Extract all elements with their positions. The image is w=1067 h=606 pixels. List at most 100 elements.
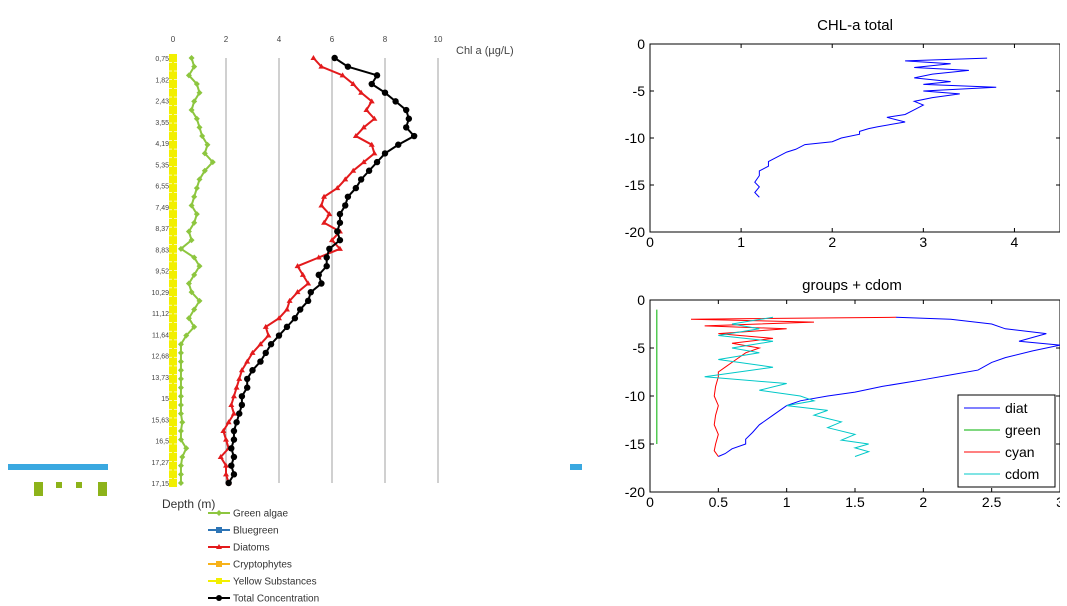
data-point	[360, 159, 367, 165]
data-point	[228, 401, 235, 407]
data-point	[283, 306, 290, 312]
data-point	[368, 141, 375, 147]
data-point	[188, 289, 195, 296]
data-point	[283, 323, 291, 331]
depth-tick-label: 7,49	[155, 205, 169, 212]
data-point	[244, 358, 251, 364]
depth-tick-label: 4,19	[155, 141, 169, 148]
data-point	[238, 401, 246, 409]
data-point	[169, 426, 177, 435]
legend-marker	[216, 561, 222, 567]
depth-tick-label: 2,43	[155, 99, 169, 106]
data-point	[169, 71, 177, 80]
chl-a-total-chart: CHL-a total 0 1 2 3 4 0 -5 -10 -15 -20	[625, 17, 1060, 250]
data-point	[220, 427, 227, 433]
depth-tick-label: 6,55	[155, 184, 169, 191]
legend-item-green-algae: Green algae	[208, 509, 288, 520]
legend-marker	[216, 595, 222, 601]
data-point	[223, 436, 229, 442]
data-point	[403, 124, 410, 131]
data-point	[244, 384, 251, 391]
data-point	[183, 332, 190, 339]
data-point	[230, 436, 238, 443]
depth-tick-label: 11,12	[152, 311, 169, 318]
data-point	[249, 367, 256, 374]
data-point	[326, 211, 333, 217]
data-point	[267, 341, 275, 348]
data-point	[368, 80, 375, 88]
depth-tick-label: 12,68	[151, 354, 169, 361]
data-point	[191, 254, 198, 261]
legend-label-cdom: cdom	[1005, 466, 1039, 482]
depth-tick-label: 15,63	[151, 417, 169, 424]
data-point	[169, 270, 177, 279]
data-point	[169, 479, 177, 487]
y-tick-label: 0	[637, 292, 645, 308]
data-point	[201, 167, 208, 174]
vertical-grid	[225, 58, 439, 483]
depth-labels: 0,75 1,82 2,43 3,55 4,19 5,35 6,55 7,49 8,37 8,83…	[151, 56, 169, 488]
x-tick-label: 2	[828, 234, 836, 250]
legend-label: Green algae	[233, 509, 288, 520]
x-tick-label: 0.5	[709, 494, 729, 510]
data-point	[169, 435, 177, 444]
data-point	[169, 158, 177, 167]
data-point	[191, 271, 198, 278]
y-tick-label: -20	[625, 484, 645, 500]
y-tick-label: -5	[633, 83, 646, 99]
data-point	[294, 289, 301, 295]
legend-label: Diatoms	[233, 543, 270, 554]
series-line-diat	[718, 316, 1060, 457]
data-point	[307, 288, 314, 296]
data-point	[193, 115, 200, 122]
data-point	[169, 184, 177, 193]
data-point	[169, 210, 177, 219]
data-point	[191, 63, 198, 70]
data-point	[193, 211, 200, 218]
data-point	[185, 315, 192, 322]
data-point	[336, 245, 343, 251]
data-point	[185, 228, 192, 235]
chl-a-depth-profile-chart: 0 2 4 6 8 10 Chl a (µg/L) 0,75 1,82 2,43 3,55 4,1…	[151, 35, 513, 605]
data-point	[350, 81, 357, 87]
data-point	[169, 88, 177, 97]
data-point	[169, 227, 177, 236]
y-tick-label: 0	[637, 36, 645, 52]
x-tick-label: 10	[434, 35, 443, 44]
data-point	[169, 218, 177, 227]
data-point	[169, 400, 177, 409]
data-point	[169, 201, 177, 210]
data-point	[196, 176, 203, 183]
data-point	[177, 341, 184, 348]
x-tick-label: 6	[330, 35, 335, 44]
data-point	[169, 296, 177, 305]
data-point	[230, 393, 237, 399]
data-point	[188, 55, 195, 61]
data-point	[177, 436, 184, 443]
series-green-algae	[177, 55, 216, 486]
data-point	[344, 193, 352, 200]
data-point	[169, 288, 177, 297]
y-axis-label: Depth (m)	[162, 497, 215, 511]
x-tick-label: 0	[171, 35, 176, 44]
data-point	[191, 219, 198, 226]
data-point	[169, 322, 177, 331]
x-tick-label: 0	[646, 494, 654, 510]
series-total-concentration	[225, 54, 418, 487]
data-point	[326, 245, 333, 253]
data-point	[334, 185, 341, 191]
data-point	[265, 332, 272, 338]
legend-item-yellow-substances: Yellow Substances	[208, 577, 317, 588]
y-tick-label: -10	[625, 388, 645, 404]
data-point	[223, 462, 229, 468]
legend-marker	[216, 510, 222, 516]
data-point	[169, 383, 177, 392]
data-point	[238, 393, 246, 400]
y-tick-label: -20	[625, 224, 645, 240]
x-axis-ticks: 0 2 4 6 8 10	[171, 35, 443, 44]
data-point	[339, 72, 346, 78]
x-tick-label: 3	[1056, 494, 1060, 510]
data-point	[169, 461, 177, 470]
data-point	[177, 471, 184, 478]
data-point	[373, 72, 381, 79]
